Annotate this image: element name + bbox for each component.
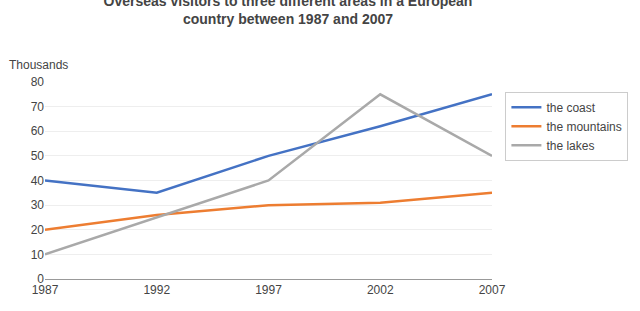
svg-text:20: 20 (31, 223, 45, 237)
svg-text:0: 0 (37, 272, 44, 286)
svg-text:the coast: the coast (546, 101, 595, 115)
svg-text:1997: 1997 (255, 283, 282, 297)
svg-text:40: 40 (31, 174, 45, 188)
svg-text:the mountains: the mountains (546, 120, 621, 134)
svg-text:1992: 1992 (143, 283, 170, 297)
svg-text:60: 60 (31, 124, 45, 138)
svg-text:10: 10 (31, 248, 45, 262)
svg-text:the lakes: the lakes (546, 139, 594, 153)
svg-text:50: 50 (31, 149, 45, 163)
svg-text:1987: 1987 (32, 283, 59, 297)
svg-text:2002: 2002 (367, 283, 394, 297)
svg-text:2007: 2007 (479, 283, 506, 297)
svg-text:70: 70 (31, 100, 45, 114)
svg-text:30: 30 (31, 198, 45, 212)
svg-text:Overseas visitors to three dif: Overseas visitors to three different are… (104, 0, 473, 27)
svg-text:80: 80 (31, 75, 45, 89)
svg-text:Thousands: Thousands (9, 58, 68, 72)
